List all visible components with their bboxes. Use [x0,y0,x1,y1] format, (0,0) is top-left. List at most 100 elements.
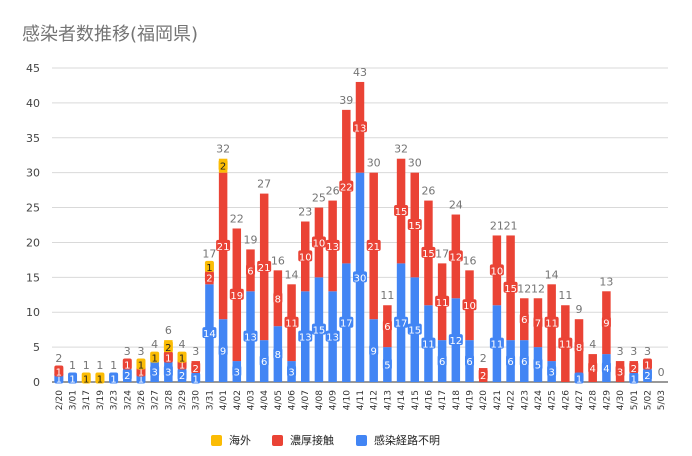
y-tick-label: 45 [26,62,40,75]
x-tick-label: 4/22 [507,390,517,410]
legend-swatch [211,434,222,446]
y-tick-label: 10 [26,306,40,319]
data-label: 13 [326,242,339,253]
total-label: 14 [285,268,299,281]
total-label: 21 [490,219,504,232]
x-tick-label: 4/24 [534,390,544,410]
legend-item-overseas[interactable]: 海外 [211,432,251,448]
data-label: 3 [234,368,240,379]
data-label-bg [642,358,652,370]
total-label: 21 [504,219,518,232]
total-label: 23 [298,206,312,219]
x-tick-label: 4/20 [479,390,489,410]
data-label: 1 [138,361,144,372]
data-label-bg [421,246,436,258]
total-label: 30 [367,157,381,170]
data-label: 2 [644,371,650,382]
data-label: 2 [124,371,130,382]
y-tick-label: 35 [26,132,40,145]
data-label: 12 [449,336,462,347]
x-tick-label: 4/26 [561,390,571,410]
data-label-bg [421,337,436,349]
data-label-bg [218,159,228,171]
data-label-bg [122,358,132,370]
data-label: 3 [165,368,171,379]
data-label: 5 [535,361,541,372]
data-label-bg [629,362,639,374]
data-label-bg [489,264,504,276]
data-label-bg [601,316,611,328]
data-label-bg [574,341,584,353]
data-label-bg [298,250,313,262]
data-label: 1 [576,375,582,386]
data-label: 1 [206,263,212,274]
data-label: 11 [545,319,558,330]
data-label: 1 [110,375,116,386]
x-tick-label: 3/19 [96,390,106,410]
y-tick-label: 15 [26,271,40,284]
data-label-bg [394,205,409,217]
data-label-bg [204,260,214,272]
x-tick-label: 5/02 [643,390,653,410]
data-label: 12 [449,252,462,263]
x-tick-label: 3/23 [110,390,120,410]
data-label: 1 [644,361,650,372]
x-tick-label: 4/02 [233,390,243,410]
data-label-bg [68,372,78,384]
x-tick-label: 5/01 [630,390,640,410]
total-label: 3 [644,345,651,358]
x-tick-label: 3/24 [123,390,133,410]
data-label-bg [339,316,354,328]
total-label: 2 [480,352,487,365]
data-label: 1 [193,375,199,386]
data-label-bg [339,180,354,192]
total-label: 12 [517,282,531,295]
data-label-bg [366,239,381,251]
total-label: 3 [617,345,624,358]
x-tick-label: 4/01 [219,390,229,410]
data-label: 1 [631,375,637,386]
data-label-bg [257,260,272,272]
data-label-bg [407,323,422,335]
x-tick-label: 4/25 [548,390,558,410]
x-tick-label: 3/28 [164,390,174,410]
data-label-bg [311,323,326,335]
legend-label: 濃厚接触 [290,434,334,447]
data-label: 4 [590,364,596,375]
data-label-bg [642,369,652,381]
data-label-bg [325,330,340,342]
data-label: 15 [504,284,517,295]
data-label-bg [448,334,463,346]
legend-item-close-contact[interactable]: 濃厚接触 [272,432,334,448]
data-label: 21 [217,242,230,253]
total-label: 6 [165,324,172,337]
total-label: 12 [531,282,545,295]
data-label: 6 [466,357,472,368]
data-label-bg [273,292,283,304]
legend-item-unknown-route[interactable]: 感染経路不明 [356,432,440,448]
data-label-bg [588,362,598,374]
data-label: 5 [384,361,390,372]
data-label: 1 [165,354,171,365]
data-label: 11 [422,340,435,351]
data-label-bg [54,365,64,377]
data-label: 22 [340,183,353,194]
data-label-bg [229,288,244,300]
total-label: 39 [339,94,353,107]
data-label: 2 [165,343,171,354]
total-label: 1 [69,359,76,372]
total-label: 11 [558,289,572,302]
total-label: 17 [202,247,216,260]
data-label-bg [544,316,559,328]
data-label-bg [163,365,173,377]
data-label: 1 [179,354,185,365]
data-label-bg [191,362,201,374]
data-label: 6 [439,357,445,368]
data-label-bg [533,358,543,370]
x-tick-label: 4/15 [411,390,421,410]
data-label: 14 [203,329,216,340]
y-tick-label: 20 [26,236,40,249]
